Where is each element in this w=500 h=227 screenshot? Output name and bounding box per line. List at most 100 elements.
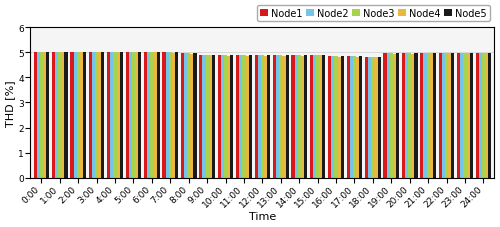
Bar	[110, 53, 114, 178]
Bar	[322, 56, 326, 178]
Bar	[328, 57, 332, 178]
Bar	[452, 53, 454, 178]
Bar	[350, 57, 353, 178]
Bar	[92, 53, 95, 178]
Bar	[356, 57, 359, 178]
Bar	[438, 53, 442, 178]
Bar	[162, 53, 166, 178]
Bar	[374, 58, 378, 178]
Bar	[414, 54, 418, 178]
Bar	[470, 53, 473, 178]
Bar	[384, 54, 386, 178]
Bar	[52, 53, 55, 178]
Bar	[378, 57, 380, 178]
Bar	[276, 56, 279, 178]
Bar	[184, 54, 187, 178]
Bar	[338, 57, 341, 178]
Bar	[430, 54, 433, 178]
Bar	[206, 55, 208, 178]
Bar	[485, 54, 488, 178]
Bar	[202, 55, 205, 178]
Bar	[70, 53, 74, 178]
Bar	[282, 56, 286, 178]
Bar	[261, 56, 264, 178]
Bar	[194, 54, 196, 178]
Bar	[200, 55, 202, 178]
Bar	[80, 53, 83, 178]
Bar	[341, 57, 344, 178]
Bar	[390, 54, 393, 178]
Bar	[120, 53, 123, 178]
Bar	[353, 57, 356, 178]
Bar	[34, 53, 36, 178]
Bar	[181, 54, 184, 178]
Bar	[420, 54, 424, 178]
Bar	[107, 53, 110, 178]
Bar	[221, 56, 224, 178]
Bar	[147, 53, 150, 178]
Bar	[40, 53, 43, 178]
Bar	[187, 54, 190, 178]
Bar	[242, 56, 246, 178]
Bar	[478, 53, 482, 178]
Bar	[264, 56, 267, 178]
Bar	[154, 53, 156, 178]
Bar	[156, 53, 160, 178]
Bar	[102, 53, 104, 178]
Bar	[298, 56, 301, 178]
Bar	[55, 53, 58, 178]
Bar	[150, 53, 154, 178]
Bar	[218, 56, 221, 178]
Bar	[135, 53, 138, 178]
Bar	[58, 53, 61, 178]
Bar	[230, 56, 234, 178]
Bar	[46, 53, 49, 178]
Bar	[212, 55, 215, 178]
Bar	[246, 57, 248, 178]
Bar	[98, 53, 102, 178]
Bar	[488, 53, 491, 178]
Bar	[267, 56, 270, 178]
Bar	[368, 57, 372, 178]
Bar	[301, 56, 304, 178]
Bar	[466, 54, 469, 178]
Bar	[248, 56, 252, 178]
Bar	[365, 57, 368, 178]
Bar	[236, 56, 240, 178]
Bar	[95, 53, 98, 178]
Bar	[405, 54, 408, 178]
Bar	[359, 57, 362, 178]
Bar	[89, 53, 92, 178]
Bar	[273, 56, 276, 178]
Bar	[126, 53, 129, 178]
Bar	[402, 54, 405, 178]
Bar	[258, 56, 261, 178]
Bar	[144, 53, 147, 178]
Bar	[294, 56, 298, 178]
Bar	[310, 56, 313, 178]
X-axis label: Time: Time	[249, 212, 276, 222]
Bar	[175, 53, 178, 178]
Bar	[460, 53, 464, 178]
Bar	[445, 53, 448, 178]
Bar	[316, 56, 319, 178]
Bar	[332, 57, 334, 178]
Legend: Node1, Node2, Node3, Node4, Node5: Node1, Node2, Node3, Node4, Node5	[257, 6, 490, 22]
Bar	[372, 57, 374, 178]
Bar	[448, 54, 452, 178]
Bar	[76, 53, 80, 178]
Bar	[426, 54, 430, 178]
Bar	[190, 55, 194, 178]
Bar	[138, 53, 141, 178]
Y-axis label: THD [%]: THD [%]	[6, 80, 16, 126]
Bar	[393, 55, 396, 178]
Bar	[292, 56, 294, 178]
Bar	[64, 53, 68, 178]
Bar	[172, 53, 175, 178]
Bar	[346, 57, 350, 178]
Bar	[396, 54, 399, 178]
Bar	[83, 53, 86, 178]
Bar	[240, 56, 242, 178]
Bar	[279, 56, 282, 178]
Bar	[304, 56, 307, 178]
